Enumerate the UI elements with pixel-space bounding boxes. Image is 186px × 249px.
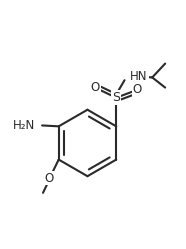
Text: H₂N: H₂N — [12, 119, 35, 132]
Text: O: O — [44, 172, 53, 185]
Text: HN: HN — [130, 70, 147, 83]
Text: O: O — [90, 81, 100, 94]
Text: O: O — [133, 83, 142, 96]
Text: S: S — [112, 91, 120, 104]
